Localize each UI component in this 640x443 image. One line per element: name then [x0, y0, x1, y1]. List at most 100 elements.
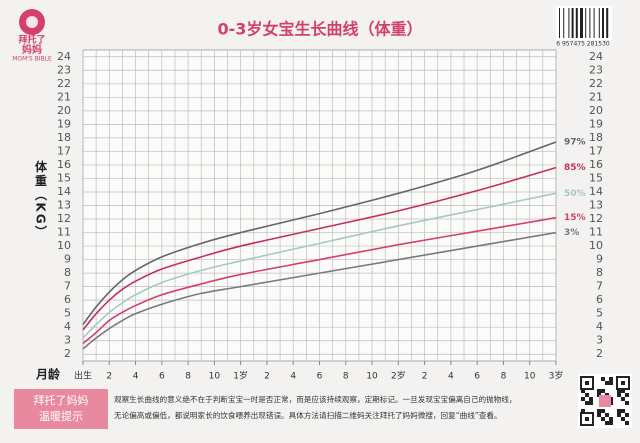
- y-tick-label-right: 8: [596, 266, 603, 279]
- y-tick-label: 24: [57, 50, 71, 63]
- qr-cell: [625, 413, 629, 417]
- y-tick-label: 19: [57, 117, 71, 130]
- y-tick-label: 17: [57, 144, 71, 157]
- qr-cell: [609, 381, 613, 385]
- y-tick-label-right: 5: [596, 307, 603, 320]
- footer-text: 无论偏高或偏低，都说明家长的饮食喂养出现错误。具体方法请扫描二维码关注拜托了妈妈…: [114, 410, 502, 420]
- y-tick-label: 5: [64, 307, 71, 320]
- qr-cell: [601, 409, 605, 413]
- x-tick-label: 10: [524, 372, 536, 382]
- y-tick-label-right: 9: [596, 253, 603, 266]
- qr-cell: [605, 421, 609, 425]
- y-tick-label-right: 15: [589, 171, 603, 184]
- qr-cell: [621, 389, 625, 393]
- barcode-bar: [602, 8, 604, 38]
- y-tick-label: 15: [57, 171, 71, 184]
- y-tick-label-right: 10: [589, 239, 603, 252]
- y-tick-label: 22: [57, 77, 71, 90]
- y-tick-label-right: 17: [589, 144, 603, 157]
- tip-title: 拜托了妈妈: [34, 393, 89, 407]
- percentile-line: [82, 231, 557, 350]
- x-tick-label: 2: [264, 372, 270, 382]
- barcode-bar: [559, 8, 560, 38]
- barcode-bar: [571, 8, 574, 38]
- x-tick-label: 6: [474, 372, 480, 382]
- x-tick-label: 2岁: [391, 370, 406, 382]
- series-label: 3%: [564, 228, 579, 238]
- barcode-bar: [580, 8, 583, 38]
- x-axis-label: 月龄: [35, 367, 61, 382]
- logo-text: MOM'S BIBLE: [12, 56, 52, 63]
- y-tick-label-right: 6: [596, 293, 603, 306]
- qr-cell: [621, 417, 625, 421]
- barcode: [556, 6, 612, 40]
- x-tick-label: 出生: [74, 370, 92, 382]
- qr-center: [599, 395, 611, 407]
- qr-finder-core: [621, 381, 625, 385]
- percentile-line: [82, 166, 557, 331]
- qr-finder-core: [585, 417, 589, 421]
- y-tick-label-right: 13: [589, 199, 603, 212]
- qr-cell: [597, 389, 601, 393]
- qr-cell: [617, 413, 621, 417]
- y-tick-label-right: 23: [589, 63, 603, 76]
- y-tick-label: 18: [57, 131, 71, 144]
- y-tick-label: 14: [57, 185, 71, 198]
- tip-box: [14, 389, 108, 429]
- y-tick-label: 10: [57, 239, 71, 252]
- logo: 拜托了 妈妈 MOM'S BIBLE: [12, 9, 52, 63]
- y-tick-label: 9: [64, 253, 71, 266]
- y-axis-label: 体重（KG）: [34, 159, 48, 240]
- qr-code: [578, 374, 632, 428]
- qr-cell: [597, 413, 601, 417]
- qr-cell: [585, 401, 589, 405]
- qr-cell: [625, 393, 629, 397]
- series-label: 15%: [564, 213, 586, 223]
- qr-cell: [601, 417, 605, 421]
- y-tick-label-right: 2: [596, 347, 603, 360]
- qr-cell: [589, 401, 593, 405]
- y-tick-label: 6: [64, 293, 71, 306]
- y-tick-label-right: 3: [596, 334, 603, 347]
- qr-cell: [621, 397, 625, 401]
- chart-title: 0-3岁女宝生长曲线（体重）: [218, 20, 423, 39]
- x-tick-label: 10: [366, 372, 378, 382]
- percentile-line: [82, 216, 557, 345]
- qr-cell: [625, 421, 629, 425]
- x-tick-label: 8: [185, 372, 191, 382]
- y-tick-label-right: 12: [589, 212, 603, 225]
- barcode-bar: [585, 8, 587, 38]
- qr-cell: [589, 397, 593, 401]
- x-tick-label: 4: [290, 372, 296, 382]
- qr-cell: [581, 389, 585, 393]
- y-tick-label-right: 18: [589, 131, 603, 144]
- y-tick-label-right: 4: [596, 320, 603, 333]
- x-tick-label: 4: [448, 372, 454, 382]
- y-tick-label: 11: [57, 226, 71, 239]
- y-tick-label-right: 20: [589, 104, 603, 117]
- qr-cell: [625, 401, 629, 405]
- x-tick-label: 6: [317, 372, 323, 382]
- qr-cell: [601, 389, 605, 393]
- logo-face: [26, 16, 38, 28]
- y-tick-label: 20: [57, 104, 71, 117]
- barcode-bar: [568, 8, 570, 38]
- x-tick-label: 8: [343, 372, 349, 382]
- y-tick-label: 12: [57, 212, 71, 225]
- x-tick-label: 4: [133, 372, 139, 382]
- qr-cell: [609, 417, 613, 421]
- barcode-bar: [598, 8, 600, 38]
- y-tick-label: 16: [57, 158, 71, 171]
- y-tick-label: 13: [57, 199, 71, 212]
- x-tick-label: 2: [422, 372, 428, 382]
- x-tick-label: 2: [106, 372, 112, 382]
- y-tick-label: 21: [57, 90, 71, 103]
- qr-cell: [601, 377, 605, 381]
- x-tick-label: 10: [209, 372, 221, 382]
- logo-text: 妈妈: [22, 43, 42, 56]
- x-tick-label: 1岁: [233, 370, 248, 382]
- qr-cell: [621, 409, 625, 413]
- y-tick-label-right: 11: [589, 226, 603, 239]
- qr-cell: [617, 389, 621, 393]
